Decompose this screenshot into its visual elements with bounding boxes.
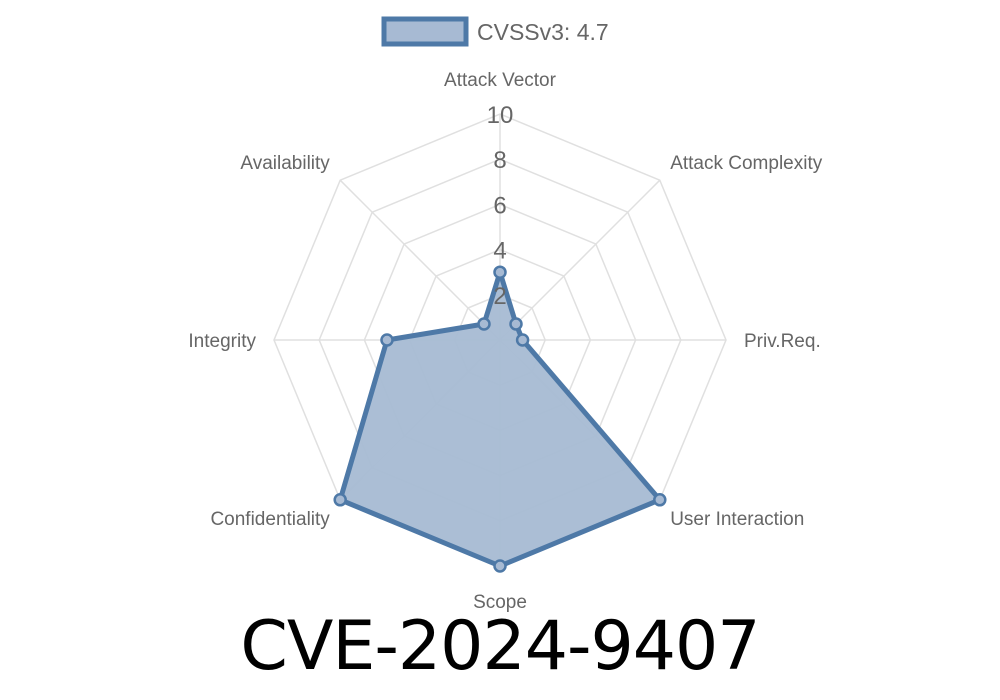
- axis-label-5: Confidentiality: [210, 509, 330, 530]
- data-point-2: [515, 333, 530, 347]
- data-point-5: [333, 493, 347, 507]
- spoke-1: [499, 179, 661, 341]
- data-point-7: [477, 317, 491, 331]
- tick-label-2: 2: [493, 283, 506, 310]
- axis-label-0: Attack Vector: [444, 70, 557, 91]
- axis-label-1: Attack Complexity: [670, 153, 823, 174]
- radar-series: [333, 265, 667, 573]
- axis-label-6: Integrity: [188, 331, 256, 352]
- data-point-6: [380, 333, 394, 347]
- tick-label-6: 6: [493, 192, 506, 219]
- tick-label-10: 10: [487, 102, 514, 129]
- spoke-7: [339, 179, 501, 341]
- data-point-0: [493, 265, 507, 279]
- data-point-4: [493, 559, 507, 573]
- cve-title: CVE-2024-9407: [240, 607, 760, 686]
- data-point-1: [509, 317, 523, 331]
- axis-label-7: Availability: [240, 153, 330, 174]
- tick-label-4: 4: [493, 238, 506, 265]
- tick-label-8: 8: [493, 147, 506, 174]
- axis-label-4: Scope: [473, 592, 527, 613]
- legend: CVSSv3: 4.7: [381, 16, 609, 47]
- series-area: [337, 269, 663, 569]
- axis-label-3: User Interaction: [670, 509, 804, 530]
- legend-entry-label: CVSSv3: 4.7: [477, 19, 609, 45]
- axis-labels: Attack Vector Attack Complexity Priv.Req. U…: [188, 70, 822, 613]
- radial-tick-labels: 2 4 6 8 10: [487, 102, 514, 310]
- data-point-3: [653, 493, 667, 507]
- legend-swatch: [381, 16, 469, 47]
- axis-label-2: Priv.Req.: [744, 331, 821, 352]
